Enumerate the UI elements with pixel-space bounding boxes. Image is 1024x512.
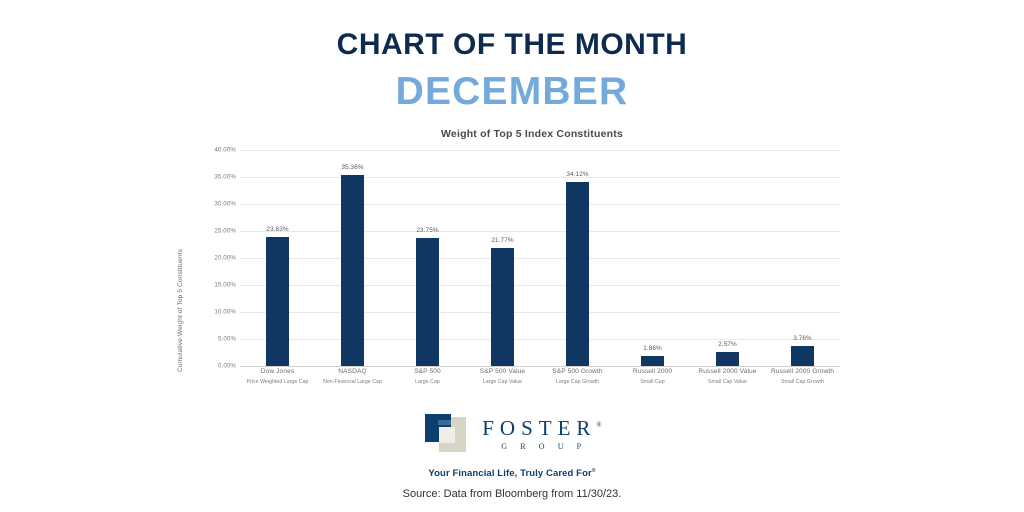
logo-row: FOSTER® G R O U P — [422, 412, 602, 454]
source-note: Source: Data from Bloomberg from 11/30/2… — [402, 488, 622, 500]
x-axis-category-name: Russell 2000 Growth — [770, 368, 835, 375]
x-axis-category-subtitle: Small Cap — [640, 379, 665, 385]
y-axis-tick-label: 25.00% — [214, 227, 236, 235]
bar — [566, 181, 589, 366]
bar-value-label: 1.86% — [643, 344, 662, 352]
y-axis-title: Cumulative Weight of Top 5 Constituents — [177, 248, 184, 372]
bar-value-label: 35.36% — [341, 164, 364, 172]
gridline — [240, 150, 840, 151]
bar — [716, 352, 739, 366]
page-subtitle-month: DECEMBER — [395, 70, 629, 113]
foster-group-logo-icon — [422, 412, 468, 454]
x-axis-category-name: S&P 500 Value — [479, 368, 526, 375]
bar — [791, 345, 814, 366]
x-axis-category: S&P 500 Growth Large Cap Growth — [536, 368, 620, 385]
x-axis-category: S&P 500 Value Large Cap Value — [461, 368, 545, 385]
x-axis-category-name: NASDAQ — [338, 368, 367, 375]
bar — [266, 237, 289, 366]
plot-wrapper: Cumulative Weight of Top 5 Constituents … — [177, 146, 846, 398]
gridline — [240, 204, 840, 205]
y-axis-tick-label: 5.00% — [217, 335, 236, 343]
page-header: CHART OF THE MONTH DECEMBER — [0, 0, 1024, 114]
x-axis-category-name: Russell 2000 Value — [698, 368, 757, 375]
x-axis-category-subtitle: Price Weighted Large Cap — [246, 379, 309, 385]
brand-tagline: Your Financial Life, Truly Cared For® — [0, 468, 1024, 479]
bar-value-label: 3.76% — [793, 334, 812, 342]
x-axis-category-name: S&P 500 — [414, 368, 441, 375]
chart-container: Weight of Top 5 Index Constituents Cumul… — [177, 128, 846, 398]
bar-value-label: 23.83% — [266, 226, 289, 234]
bar — [491, 248, 514, 366]
brand-logo-block: FOSTER® G R O U P Your Financial Life, T… — [0, 412, 1024, 479]
plot-area: 23.83% 35.36% 23.75% 21.77% 34.12% 1.86% 2.57%… — [240, 150, 840, 367]
logo-wordmark-text: FOSTER — [482, 415, 597, 440]
bar — [341, 175, 364, 366]
logo-group-word: G R O U P — [501, 441, 587, 451]
y-axis-tick-label: 20.00% — [214, 254, 236, 262]
x-axis-category-subtitle: Non-Financial Large Cap — [323, 379, 382, 385]
chart-title: Weight of Top 5 Index Constituents — [441, 128, 623, 140]
bar — [641, 355, 664, 366]
x-axis-category-name: S&P 500 Growth — [552, 368, 603, 375]
x-axis-category: S&P 500 Large Cap — [386, 368, 470, 385]
gridline — [240, 339, 840, 340]
logo-wordmark: FOSTER® — [482, 416, 602, 441]
bar — [416, 237, 439, 366]
bar-value-label: 23.75% — [416, 226, 439, 234]
gridline — [240, 231, 840, 232]
x-axis-category-subtitle: Large Cap Growth — [555, 379, 600, 385]
y-axis-ticks: 0.00% 5.00% 10.00% 15.00% 20.00% 25.00% 30.00%… — [194, 146, 236, 370]
x-axis-category: Russell 2000 Value Small Cap Value — [686, 368, 770, 385]
y-axis-tick-label: 30.00% — [214, 200, 236, 208]
y-axis-tick-label: 0.00% — [217, 362, 236, 370]
x-axis-category: NASDAQ Non-Financial Large Cap — [311, 368, 395, 385]
y-axis-tick-label: 15.00% — [214, 281, 236, 289]
bar-value-label: 21.77% — [491, 237, 514, 245]
x-axis-category-subtitle: Small Cap Value — [707, 379, 747, 385]
y-axis-tick-label: 35.00% — [214, 173, 236, 181]
bar-value-label: 2.57% — [718, 341, 737, 349]
gridline — [240, 312, 840, 313]
page-title: CHART OF THE MONTH — [336, 28, 688, 61]
x-axis-category-subtitle: Large Cap Value — [482, 379, 523, 385]
y-axis-tick-label: 40.00% — [214, 146, 236, 154]
brand-tagline-text: Your Financial Life, Truly Cared For — [428, 468, 592, 480]
bar-value-label: 34.12% — [566, 170, 589, 178]
gridline — [240, 285, 840, 286]
x-axis-category: Dow Jones Price Weighted Large Cap — [236, 368, 320, 385]
x-axis-category: Russell 2000 Small Cap — [611, 368, 695, 385]
x-axis-category-name: Dow Jones — [260, 368, 295, 375]
logo-registered-mark: ® — [596, 420, 602, 429]
logo-shape-tan-small — [444, 417, 467, 425]
x-axis-category-subtitle: Small Cap Growth — [781, 379, 824, 385]
gridline — [240, 177, 840, 178]
gridline — [240, 258, 840, 259]
x-axis-category-subtitle: Large Cap — [415, 379, 440, 385]
logo-shape-cream — [439, 427, 456, 443]
logo-text: FOSTER® G R O U P — [482, 416, 602, 451]
brand-tagline-mark: ® — [591, 468, 596, 474]
logo-shape-notch — [438, 420, 452, 425]
x-axis-category-name: Russell 2000 — [632, 368, 673, 375]
x-axis-category: Russell 2000 Growth Small Cap Growth — [761, 368, 845, 385]
x-axis-labels: Dow Jones Price Weighted Large Cap NASDAQ N… — [240, 368, 840, 398]
y-axis-tick-label: 10.00% — [214, 308, 236, 316]
